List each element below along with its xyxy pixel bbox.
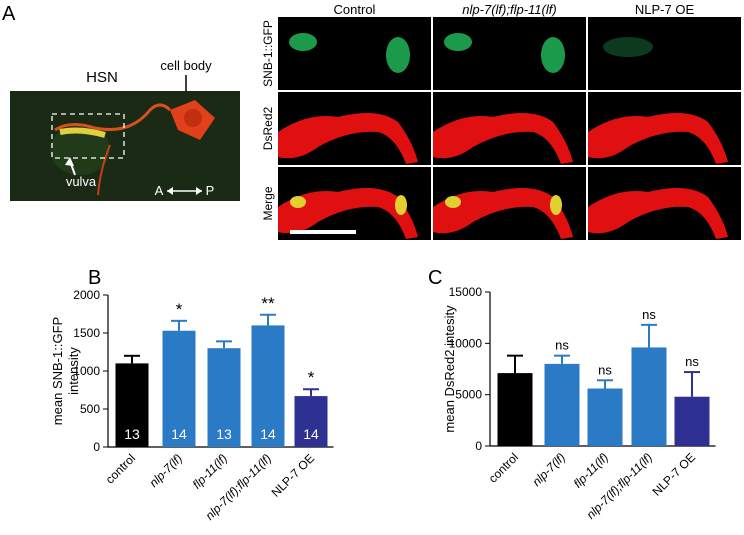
micrograph xyxy=(278,92,431,165)
blob xyxy=(386,37,410,73)
bar xyxy=(162,330,196,447)
bar xyxy=(115,363,149,447)
blob xyxy=(289,33,317,51)
blob xyxy=(444,33,472,51)
x-tick-label: nlp-7(lf) xyxy=(529,450,568,489)
y-tick-label: 5000 xyxy=(455,388,482,402)
x-tick-label: control xyxy=(103,451,138,486)
bar xyxy=(674,396,710,446)
neurite xyxy=(588,113,728,164)
hsn-label: HSN xyxy=(86,69,118,86)
panel-letter: B xyxy=(88,267,101,289)
y-tick-label: 500 xyxy=(80,402,100,416)
row-label: DsRed2 xyxy=(261,107,275,151)
significance-label: ns xyxy=(555,338,569,353)
y-tick-label: 10000 xyxy=(449,336,483,350)
vulva-label: vulva xyxy=(66,174,97,189)
blob xyxy=(290,196,306,208)
x-tick-label: nlp-7(lf) xyxy=(146,451,185,490)
y-tick-label: 1500 xyxy=(73,326,100,340)
neurite xyxy=(433,188,573,239)
n-label: 14 xyxy=(171,426,187,442)
y-tick-label: 0 xyxy=(475,439,482,453)
n-label: 14 xyxy=(303,426,319,442)
bar xyxy=(544,363,580,446)
bar xyxy=(631,347,667,446)
blob xyxy=(603,37,653,57)
micrograph xyxy=(433,92,586,165)
row-label: Merge xyxy=(261,186,275,220)
micrograph xyxy=(278,167,431,240)
column-header: nlp-7(lf);flp-11(lf) xyxy=(462,2,556,17)
x-tick-label: control xyxy=(486,450,521,485)
axis-a-label: A xyxy=(155,183,164,198)
y-tick-label: 15000 xyxy=(449,285,483,299)
micrograph xyxy=(278,17,431,90)
y-tick-label: 2000 xyxy=(73,288,100,302)
column-header: NLP-7 OE xyxy=(635,2,695,17)
bar xyxy=(587,388,623,446)
bar xyxy=(294,396,328,447)
neurite xyxy=(433,113,573,164)
micrograph xyxy=(588,92,741,165)
y-tick-label: 0 xyxy=(93,440,100,454)
x-tick-label: flp-11(lf) xyxy=(571,450,611,490)
significance-label: ** xyxy=(261,294,275,313)
panel-letter: C xyxy=(428,267,442,289)
panel-letter: A xyxy=(2,3,16,25)
x-tick-label: NLP-7 OE xyxy=(650,450,699,499)
micrograph xyxy=(588,167,741,240)
significance-label: * xyxy=(308,368,315,387)
y-axis-label: mean SNB-1::GFP xyxy=(50,317,65,425)
neurite xyxy=(278,113,418,164)
blob xyxy=(395,195,407,215)
n-label: 14 xyxy=(260,426,276,442)
blob xyxy=(445,196,461,208)
n-label: 13 xyxy=(216,426,232,442)
significance-label: ns xyxy=(598,362,612,377)
axis-p-label: P xyxy=(206,183,215,198)
cell-body-label: cell body xyxy=(160,58,212,73)
row-label: SNB-1::GFP xyxy=(261,20,275,87)
neurite xyxy=(278,188,418,239)
bar xyxy=(251,325,285,447)
significance-label: * xyxy=(176,300,183,319)
x-tick-label: NLP-7 OE xyxy=(269,451,318,500)
blob xyxy=(550,195,562,215)
y-tick-label: 1000 xyxy=(73,364,100,378)
hsn-image xyxy=(10,91,240,201)
x-tick-label: flp-11(lf) xyxy=(190,451,230,491)
significance-label: ns xyxy=(642,307,656,322)
y-axis-label: mean DsRed2 intesity xyxy=(442,305,457,433)
neurite xyxy=(588,188,728,239)
bar xyxy=(497,373,533,446)
micrograph xyxy=(588,17,741,90)
micrograph xyxy=(433,17,586,90)
significance-label: ns xyxy=(685,354,699,369)
y-axis-label: intensity xyxy=(66,347,81,395)
bar xyxy=(207,348,241,447)
n-label: 13 xyxy=(124,426,140,442)
column-header: Control xyxy=(334,2,376,17)
micrograph xyxy=(433,167,586,240)
blob xyxy=(541,37,565,73)
